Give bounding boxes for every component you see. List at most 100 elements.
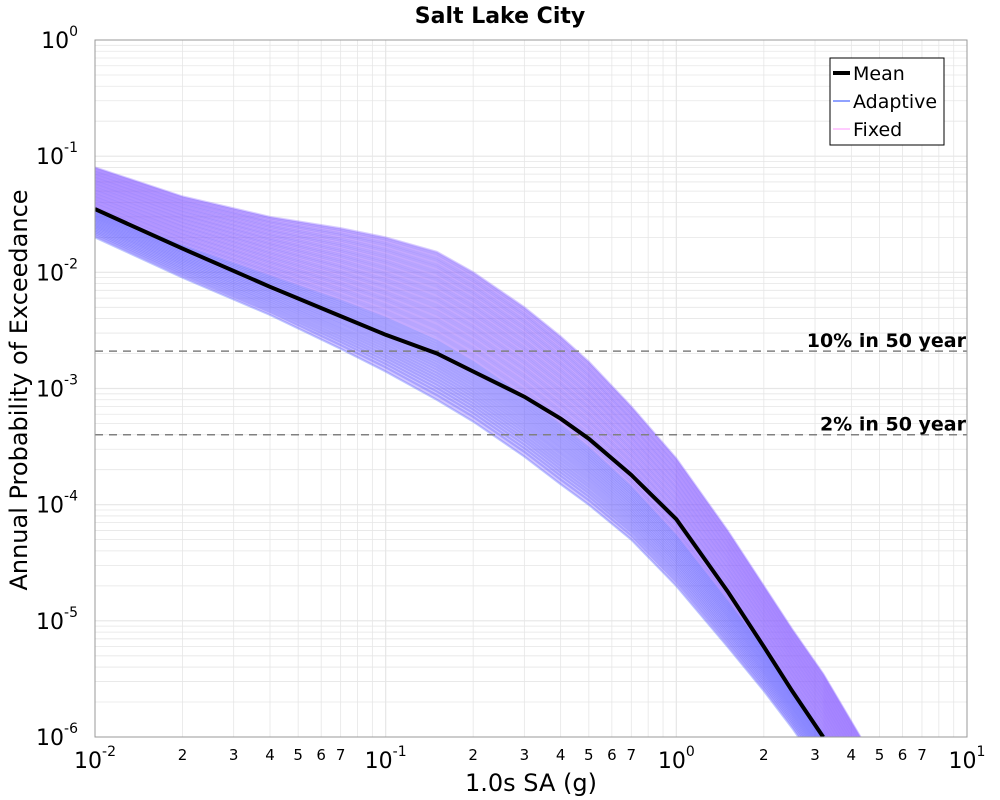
reference-line-label: 10% in 50 year	[807, 330, 967, 352]
ensemble-curve	[95, 195, 838, 737]
ensemble-curve	[95, 212, 824, 737]
y-major-tick-label: 10-3	[36, 373, 78, 403]
x-axis-label: 1.0s SA (g)	[465, 769, 597, 797]
chart-title: Salt Lake City	[415, 4, 585, 29]
x-minor-tick-label: 6	[607, 746, 617, 764]
x-minor-tick-label: 4	[847, 746, 857, 764]
ensemble-curve	[95, 210, 825, 737]
x-minor-tick-label: 5	[293, 746, 303, 764]
y-major-tick-label: 10-5	[36, 605, 78, 635]
ensemble-curve	[95, 177, 853, 737]
ensemble-curve	[95, 169, 860, 737]
ensemble-curve	[95, 224, 812, 737]
ensemble-curve	[95, 176, 854, 737]
y-axis-ticks: 100 10-1 10-2 10-3 10-4 10-5 10-6	[36, 24, 78, 751]
y-major-tick-label: 100	[41, 24, 78, 54]
x-minor-tick-label: 2	[759, 746, 769, 764]
ensemble-curve	[95, 236, 800, 737]
x-major-tick-label: 10-1	[365, 744, 407, 774]
x-minor-tick-label: 3	[229, 746, 239, 764]
ensemble-curve	[95, 188, 844, 737]
ensemble-curve	[95, 234, 803, 737]
x-minor-tick-label: 4	[265, 746, 275, 764]
curve-bands	[95, 166, 862, 737]
ensemble-curve	[95, 192, 841, 737]
ensemble-curve	[95, 182, 849, 737]
ensemble-curve	[95, 220, 816, 737]
ensemble-curve	[95, 175, 855, 737]
ensemble-curve	[95, 229, 807, 737]
x-minor-tick-label: 3	[520, 746, 530, 764]
ensemble-curve	[95, 174, 856, 737]
ensemble-curve	[95, 172, 857, 737]
legend: Mean Adaptive Fixed	[829, 57, 945, 146]
ensemble-curve	[95, 187, 845, 737]
ensemble-curve	[95, 222, 814, 737]
y-major-tick-label: 10-6	[36, 721, 78, 751]
ensemble-curve	[95, 183, 848, 737]
x-minor-tick-label: 2	[178, 746, 188, 764]
ensemble-curve	[95, 201, 833, 737]
ensemble-curve	[95, 181, 850, 737]
legend-label-mean: Mean	[853, 63, 905, 85]
ensemble-curve	[95, 227, 809, 737]
ensemble-curve	[95, 179, 851, 737]
ensemble-curve	[95, 191, 842, 737]
ensemble-curve	[95, 190, 843, 737]
x-minor-tick-label: 5	[875, 746, 885, 764]
x-minor-tick-label: 5	[584, 746, 594, 764]
x-minor-tick-label: 3	[810, 746, 820, 764]
legend-label-adaptive: Adaptive	[853, 91, 937, 113]
x-minor-tick-label: 4	[556, 746, 566, 764]
ensemble-envelope	[95, 167, 861, 737]
legend-label-fixed: Fixed	[853, 119, 902, 141]
ensemble-curve	[95, 213, 823, 737]
ensemble-curve	[95, 186, 846, 737]
ensemble-curve	[95, 202, 832, 737]
ensemble-curve	[95, 196, 837, 737]
mean-curve	[95, 207, 825, 737]
x-minor-tick-label: 6	[316, 746, 326, 764]
y-major-tick-label: 10-4	[36, 489, 78, 519]
ensemble-curve	[95, 189, 844, 737]
ensemble-curve	[95, 198, 836, 737]
reference-lines: 10% in 50 year 2% in 50 year	[95, 330, 967, 436]
ensemble-curve	[95, 184, 847, 737]
grid	[95, 40, 967, 737]
ensemble-curve	[95, 215, 821, 737]
ensemble-curve	[95, 230, 806, 737]
x-major-tick-label: 101	[949, 744, 986, 774]
plot-frame	[94, 39, 968, 738]
ensemble-curve	[95, 203, 831, 737]
ensemble-curve	[95, 178, 852, 737]
ensemble-curve	[95, 223, 813, 737]
ensemble-curve	[95, 193, 840, 737]
ensemble-curve	[95, 170, 859, 737]
x-major-tick-label: 100	[658, 744, 695, 774]
y-axis-label: Annual Probability of Exceedance	[5, 189, 33, 590]
y-major-tick-label: 10-2	[36, 256, 78, 286]
x-minor-tick-label: 6	[898, 746, 908, 764]
x-minor-tick-label: 7	[917, 746, 927, 764]
y-major-tick-label: 10-1	[36, 140, 78, 170]
ensemble-curve	[95, 194, 839, 737]
ensemble-curve	[95, 166, 862, 737]
ensemble-curve	[95, 214, 822, 737]
ensemble-curve	[95, 199, 835, 737]
mean-curve-layer	[95, 207, 825, 737]
ensemble-curve	[95, 180, 851, 737]
ensemble-curve	[95, 200, 834, 737]
ensemble-curve	[95, 219, 817, 737]
x-minor-tick-label: 7	[627, 746, 637, 764]
x-major-tick-label: 10-2	[74, 744, 116, 774]
ensemble-curve	[95, 167, 861, 737]
x-minor-tick-label: 2	[468, 746, 478, 764]
ensemble-curve	[95, 232, 804, 737]
ensemble-curve	[95, 226, 810, 737]
x-minor-tick-label: 7	[336, 746, 346, 764]
ensemble-curve	[95, 171, 858, 737]
reference-line-label: 2% in 50 year	[820, 414, 967, 436]
ensemble-curve	[95, 168, 861, 737]
